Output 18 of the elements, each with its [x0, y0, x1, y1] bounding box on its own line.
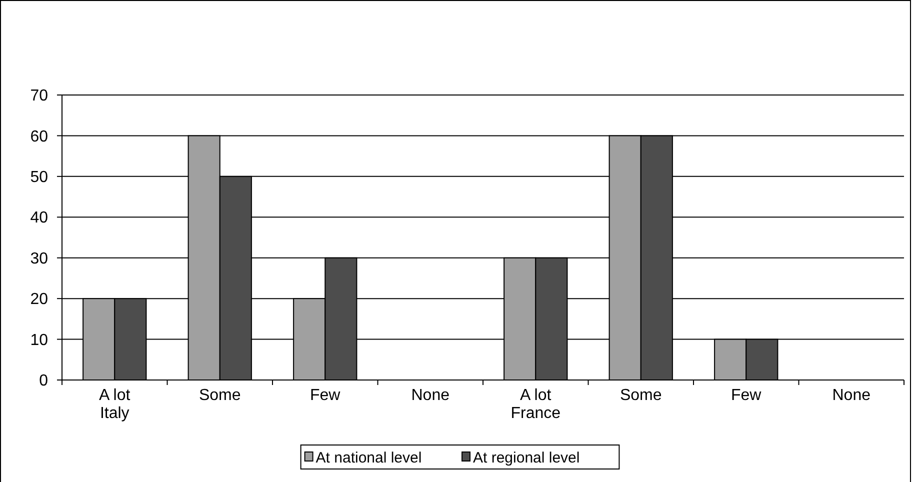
x-tick-label: Few	[310, 387, 341, 404]
y-tick-label: 30	[30, 250, 48, 268]
x-tick-label: Some	[620, 387, 662, 404]
y-tick-label: 50	[30, 169, 48, 186]
y-tick-label: 40	[30, 210, 48, 227]
legend-label: At regional level	[473, 449, 580, 466]
y-tick-label: 10	[30, 332, 48, 349]
x-tick-label: Some	[198, 387, 241, 404]
y-tick-label: 0	[39, 372, 48, 390]
x-tick-label: A lot Italy	[99, 387, 131, 422]
y-tick-label: 20	[30, 291, 48, 308]
legend-label: At national level	[316, 449, 422, 466]
x-tick-label: A lot France	[510, 387, 561, 422]
y-tick-label: 70	[30, 88, 48, 105]
x-tick-label: None	[832, 387, 871, 404]
y-tick-label: 60	[30, 128, 48, 146]
x-tick-label: Few	[731, 387, 762, 404]
x-tick-label: None	[411, 387, 450, 404]
